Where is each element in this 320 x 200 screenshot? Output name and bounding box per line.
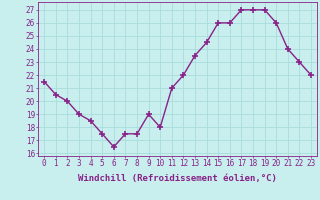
X-axis label: Windchill (Refroidissement éolien,°C): Windchill (Refroidissement éolien,°C) [78,174,277,183]
